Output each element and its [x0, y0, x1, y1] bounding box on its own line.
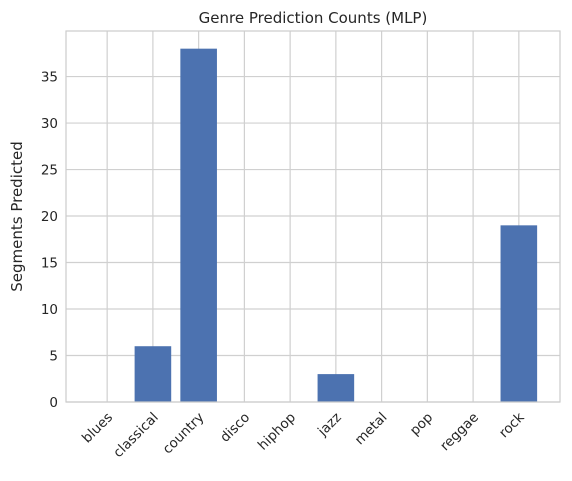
x-tick-label-rock: rock — [496, 409, 528, 441]
bar-jazz — [317, 374, 355, 402]
y-tick-label: 15 — [41, 256, 58, 272]
bar-country — [180, 48, 217, 403]
y-tick-label: 10 — [41, 302, 58, 318]
plot-frame — [65, 30, 561, 403]
bar-rock — [500, 225, 538, 402]
x-tick-label-reggae: reggae — [437, 410, 482, 455]
y-tick-label: 25 — [41, 163, 58, 179]
bar-classical — [134, 346, 172, 402]
y-tick-labels: 0 5 10 15 20 25 30 35 — [41, 70, 58, 411]
y-tick-label: 20 — [41, 209, 58, 225]
x-tick-label-country: country — [160, 410, 208, 458]
y-tick-label: 5 — [49, 349, 58, 365]
y-axis-label: Segments Predicted — [8, 141, 26, 292]
x-tick-label-blues: blues — [79, 410, 116, 447]
chart-title: Genre Prediction Counts (MLP) — [199, 9, 428, 27]
x-tick-label-metal: metal — [352, 410, 391, 449]
y-tick-label: 30 — [41, 116, 58, 132]
y-tick-label: 0 — [49, 395, 58, 411]
x-tick-label-disco: disco — [217, 410, 253, 446]
x-tick-label-jazz: jazz — [314, 410, 345, 441]
bars — [134, 48, 538, 403]
x-tick-label-hiphop: hiphop — [255, 410, 299, 454]
x-tick-label-pop: pop — [407, 410, 436, 439]
x-tick-label-classical: classical — [110, 410, 161, 461]
y-tick-label: 35 — [41, 70, 58, 86]
